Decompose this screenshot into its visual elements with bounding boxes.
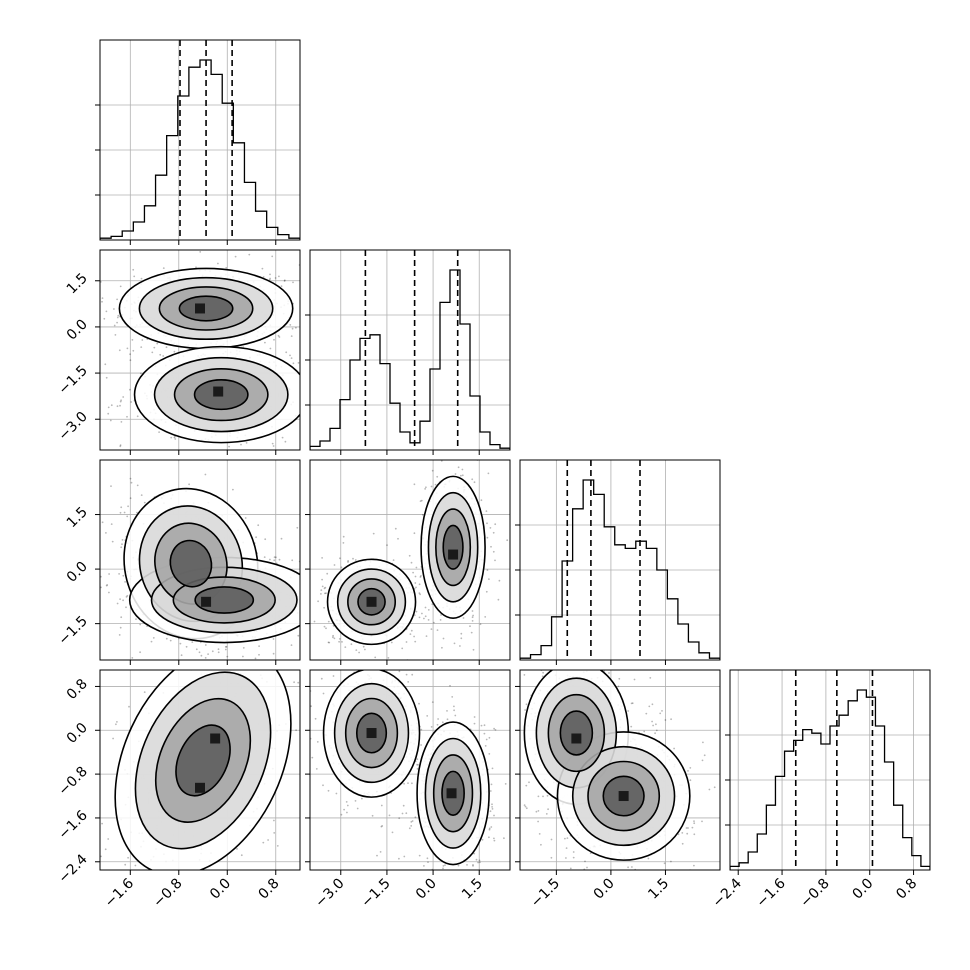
contour-level-4 — [559, 710, 594, 756]
x-tick-label: −1.5 — [358, 876, 393, 911]
panel-frame — [309, 459, 511, 661]
density-peak — [210, 733, 221, 744]
contour-level-4 — [442, 524, 464, 570]
hist-panel-0 — [100, 40, 300, 240]
y-tick-label: 1.5 — [64, 504, 91, 531]
density-peak — [366, 596, 377, 607]
density-peak — [366, 728, 377, 739]
y-tick-label: −1.6 — [55, 807, 90, 842]
pair-panel-3-0 — [100, 670, 300, 870]
contour-level-4 — [169, 539, 213, 588]
panel-frame — [309, 249, 511, 451]
density-peak — [618, 791, 629, 802]
hist-step-line — [100, 59, 300, 240]
x-tick-label: −0.8 — [797, 876, 832, 911]
panel-frame — [99, 669, 301, 871]
panel-frame — [99, 249, 301, 451]
density-peak — [195, 303, 205, 314]
x-tick-label: 0.0 — [591, 876, 618, 903]
y-tick-label: −1.5 — [55, 613, 90, 648]
hist-step-line — [520, 479, 720, 660]
panel-frame — [309, 669, 511, 871]
pair-panel-1-0 — [100, 250, 300, 450]
density-peak — [213, 386, 224, 397]
y-tick-label: −0.8 — [55, 764, 90, 799]
y-tick-label: −1.5 — [55, 363, 90, 398]
pair-panel-2-0 — [100, 460, 300, 660]
x-tick-label: 0.0 — [849, 876, 876, 903]
hist-panel-3 — [730, 670, 930, 870]
x-tick-label: −3.0 — [312, 876, 347, 911]
panel-frame — [99, 459, 301, 661]
hist-panel-2 — [520, 460, 720, 660]
x-tick-label: 0.0 — [413, 876, 440, 903]
x-tick-label: 1.5 — [459, 876, 486, 903]
panel-frame — [519, 459, 721, 661]
y-tick-label: −2.4 — [55, 851, 90, 886]
y-tick-label: 0.0 — [64, 559, 91, 586]
y-tick-label: 0.8 — [64, 676, 91, 703]
contour-level-4 — [178, 295, 234, 322]
x-tick-label: 0.0 — [207, 876, 234, 903]
x-tick-label: −1.5 — [528, 876, 563, 911]
y-tick-label: 1.5 — [64, 270, 91, 297]
pair-panel-2-1 — [310, 460, 510, 660]
panel-frame — [99, 39, 301, 241]
x-tick-label: 0.8 — [893, 876, 920, 903]
x-tick-label: 1.5 — [645, 876, 672, 903]
x-tick-label: −0.8 — [150, 876, 185, 911]
y-tick-label: 0.0 — [64, 316, 91, 343]
density-peak — [446, 788, 457, 799]
y-tick-label: −3.0 — [55, 409, 90, 444]
hist-panel-1 — [310, 250, 510, 450]
density-peak — [448, 549, 459, 560]
hist-step-line — [310, 269, 510, 450]
density-peak — [195, 782, 205, 793]
pair-panel-3-1 — [310, 670, 510, 870]
panel-frame — [729, 669, 931, 871]
hist-step-line — [730, 689, 930, 870]
y-tick-label: 0.0 — [64, 720, 91, 747]
x-tick-label: −1.6 — [102, 875, 137, 910]
x-tick-label: −1.6 — [754, 875, 789, 910]
x-tick-label: −2.4 — [710, 875, 745, 910]
density-peak — [571, 733, 582, 744]
density-peak — [201, 596, 212, 607]
panel-frame — [519, 669, 721, 871]
pair-panel-3-2 — [520, 670, 720, 870]
x-tick-label: 0.8 — [256, 876, 283, 903]
